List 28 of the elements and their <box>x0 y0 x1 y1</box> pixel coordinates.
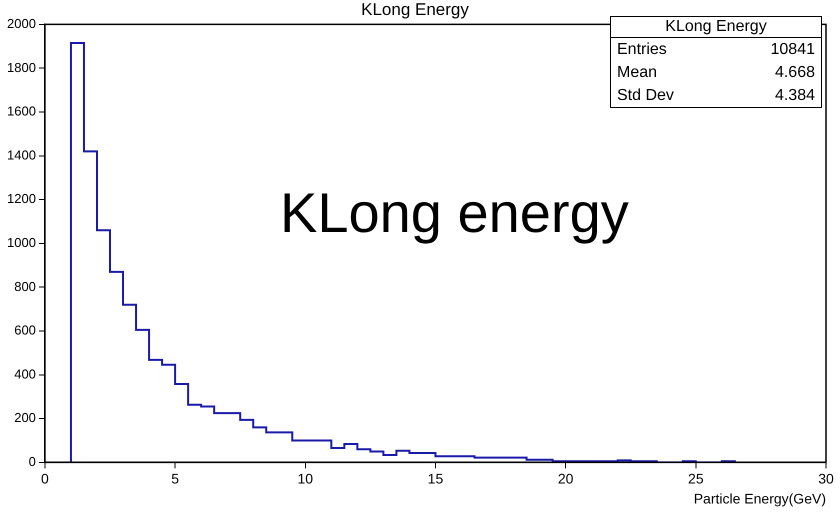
x-tick-label: 10 <box>297 470 314 487</box>
y-tick-label: 1200 <box>7 191 36 206</box>
annotation: 4.668 <box>774 63 815 83</box>
y-tick-label: 1400 <box>7 147 36 162</box>
annotation: KLong Energy <box>611 17 821 38</box>
x-tick-label: 15 <box>428 470 444 487</box>
y-tick-label: 2000 <box>7 16 36 31</box>
annotation: 10841 <box>770 40 815 60</box>
y-tick-label: 400 <box>14 366 36 382</box>
annotation: Mean <box>617 63 658 83</box>
y-tick-label: 200 <box>14 410 36 426</box>
y-tick-label: 1600 <box>7 104 36 119</box>
y-tick-label: 1800 <box>7 60 36 75</box>
annotation: 4.384 <box>774 86 815 106</box>
x-tick-label: 0 <box>41 470 50 487</box>
y-tick-label: 0 <box>28 454 36 469</box>
annotation: KLong energy <box>280 180 629 245</box>
x-tick-label: 30 <box>818 470 834 487</box>
x-tick-label: 20 <box>558 470 574 487</box>
y-tick-label: 600 <box>14 322 36 338</box>
annotation: Std Dev <box>617 86 674 106</box>
annotation: Entries <box>617 40 667 60</box>
chart-title: KLong Energy <box>361 0 470 19</box>
x-axis-title: Particle Energy(GeV) <box>694 490 826 506</box>
x-tick-label: 5 <box>171 470 180 487</box>
y-tick-label: 1000 <box>7 234 36 250</box>
x-tick-label: 25 <box>688 470 704 487</box>
y-tick-label: 800 <box>14 278 36 294</box>
